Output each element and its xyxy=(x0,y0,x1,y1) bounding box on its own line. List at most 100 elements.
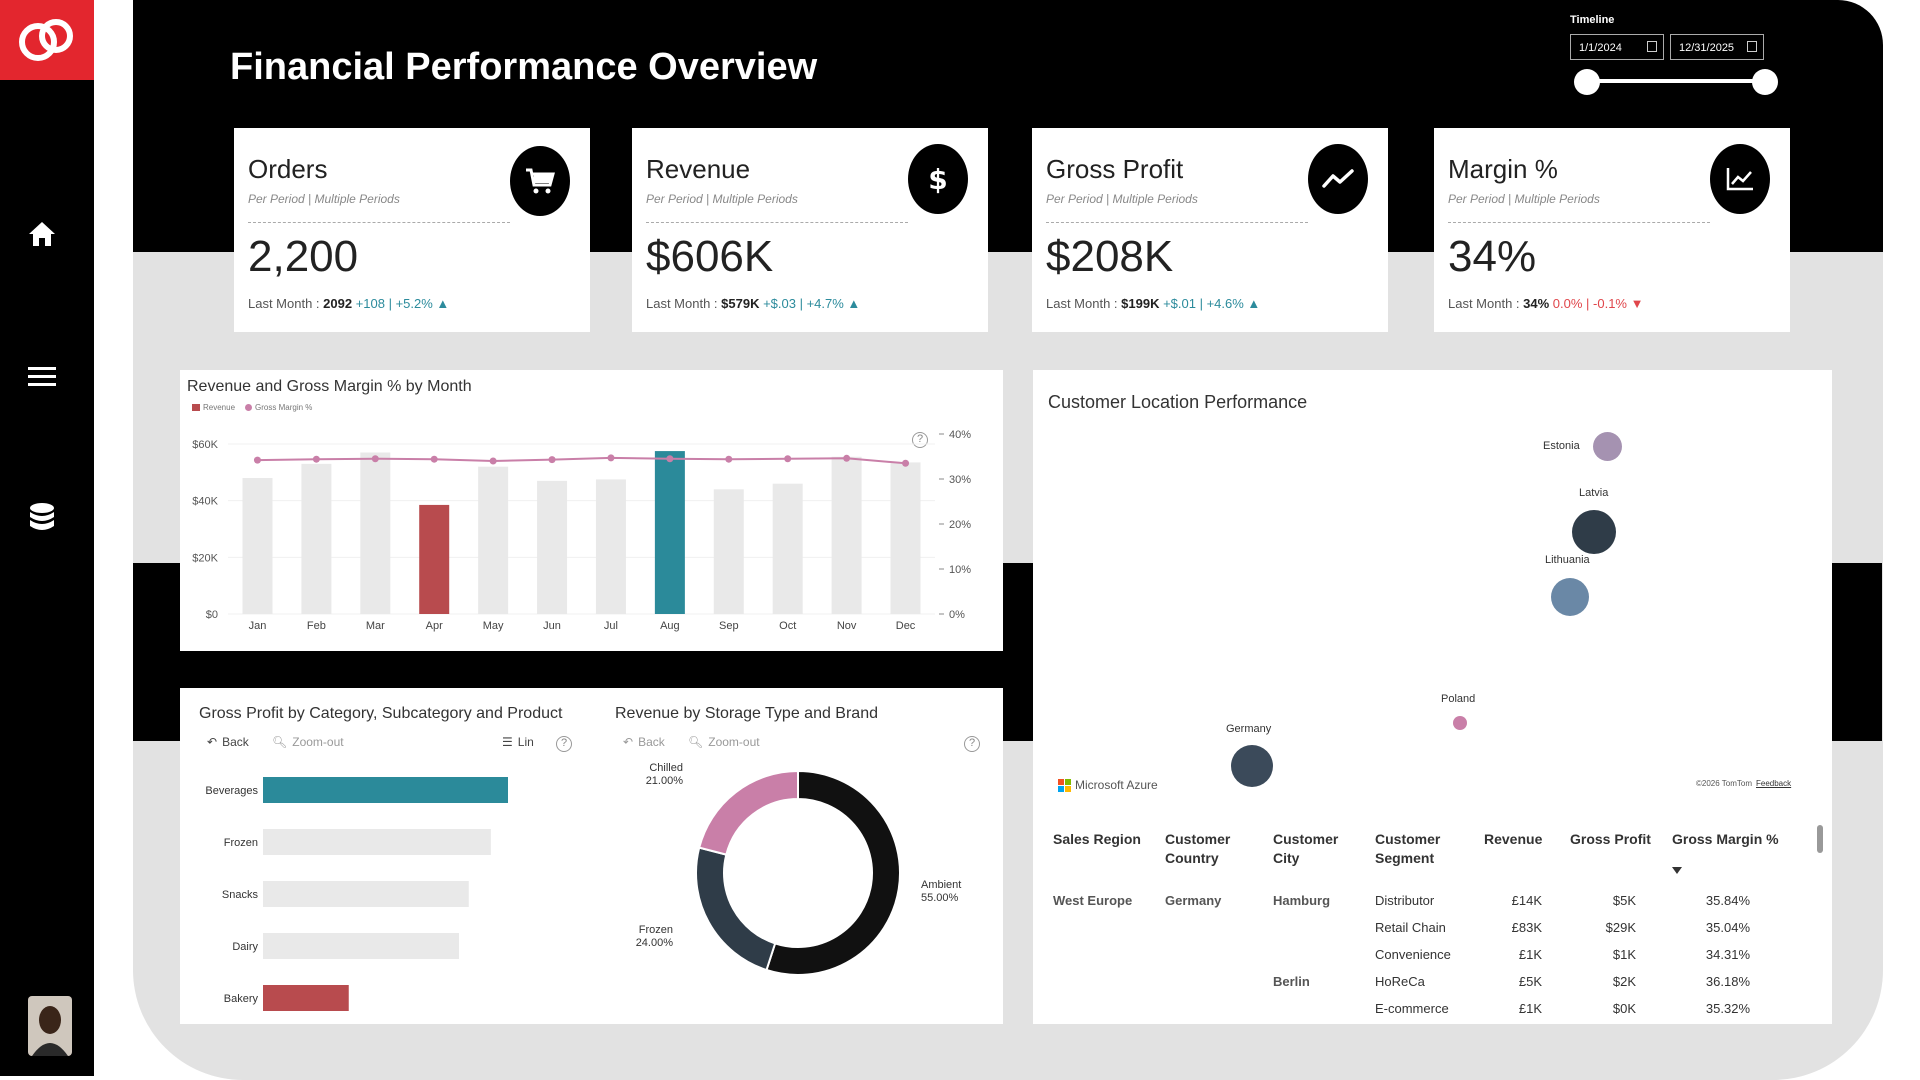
back-button[interactable]: ↶ Back xyxy=(207,735,249,749)
kpi-delta: +$.03 | +4.7% ▲ xyxy=(759,296,861,311)
table-cell-segment: E-commerce xyxy=(1375,1001,1449,1016)
menu-icon[interactable] xyxy=(22,356,62,396)
table-cell-revenue: £1K xyxy=(1518,1001,1542,1016)
zoom-out-icon: 🔍︎ xyxy=(688,735,704,749)
start-date-field[interactable]: 1/1/2024 xyxy=(1570,34,1664,60)
timeline-slider-track[interactable] xyxy=(1586,79,1764,83)
calendar-icon[interactable] xyxy=(1647,41,1657,52)
y-tick-label: $60K xyxy=(192,439,218,451)
start-date-value: 1/1/2024 xyxy=(1579,42,1622,54)
legend-item-revenue[interactable]: Revenue xyxy=(192,403,235,412)
help-icon[interactable]: ? xyxy=(556,736,572,752)
map-label-latvia: Latvia xyxy=(1579,487,1609,499)
back-arrow-icon: ↶ xyxy=(207,735,218,749)
table-cell-profit: $5K xyxy=(1612,893,1636,908)
legend-label: Revenue xyxy=(203,403,236,412)
divider xyxy=(248,222,510,223)
lin-button[interactable]: ☰ Lin xyxy=(502,735,534,749)
home-icon[interactable] xyxy=(22,214,62,254)
bar-frozen xyxy=(263,829,491,855)
last-month-label: Last Month : xyxy=(1046,296,1122,311)
kpi-comparison: Last Month : 34% 0.0% | -0.1% ▼ xyxy=(1448,296,1643,311)
table-header-gross-margin[interactable]: Gross Margin % xyxy=(1672,831,1779,847)
table-cell-revenue: £14K xyxy=(1511,893,1542,908)
back-label: Back xyxy=(222,735,249,749)
kpi-delta: +108 | +5.2% ▲ xyxy=(352,296,450,311)
lin-label: Lin xyxy=(517,735,534,749)
margin-point-sep xyxy=(725,455,733,463)
end-date-field[interactable]: 12/31/2025 xyxy=(1670,34,1764,60)
map-bubble-poland[interactable] xyxy=(1453,716,1467,730)
map-label-lithuania: Lithuania xyxy=(1545,554,1590,566)
chart-title: Revenue by Storage Type and Brand xyxy=(615,705,878,722)
customer-location-panel: Customer Location Performance xyxy=(1033,370,1832,1024)
margin-point-may xyxy=(489,457,497,465)
timeline-label: Timeline xyxy=(1570,14,1615,26)
logo[interactable] xyxy=(0,0,94,80)
sort-desc-icon[interactable] xyxy=(1672,867,1682,874)
timeline-start-handle[interactable] xyxy=(1574,69,1600,95)
table-header-sales-region[interactable]: Sales Region xyxy=(1053,831,1141,847)
table-cell-profit: $2K xyxy=(1612,974,1636,989)
bar-jun xyxy=(537,480,568,614)
kpi-delta: +$.01 | +4.6% ▲ xyxy=(1159,296,1261,311)
bar-snacks xyxy=(263,881,469,907)
last-month-label: Last Month : xyxy=(1448,296,1524,311)
avatar[interactable] xyxy=(28,996,72,1056)
table-header-customer-city[interactable]: Customer City xyxy=(1273,831,1339,866)
zoom-out-button[interactable]: 🔍︎ Zoom-out xyxy=(272,735,344,749)
map-bubble-germany[interactable] xyxy=(1231,745,1273,787)
last-month-label: Last Month : xyxy=(646,296,722,311)
chart-legend: Revenue Gross Margin % xyxy=(192,403,312,412)
zoom-out-button[interactable]: 🔍︎ Zoom-out xyxy=(688,735,760,749)
table-header-customer-country[interactable]: Customer Country xyxy=(1165,831,1231,866)
help-icon[interactable]: ? xyxy=(912,432,928,448)
category-label: Frozen xyxy=(224,837,258,849)
category-label: Dairy xyxy=(232,941,258,953)
table-header-revenue[interactable]: Revenue xyxy=(1484,831,1543,847)
map-bubble-lithuania[interactable] xyxy=(1551,578,1589,616)
kpi-card-gross-profit: Gross Profit Per Period | Multiple Perio… xyxy=(1032,128,1388,332)
x-tick-label: Dec xyxy=(896,620,916,632)
table-cell-country: Germany xyxy=(1165,893,1222,908)
y-tick-label: $40K xyxy=(192,496,218,508)
margin-point-jan xyxy=(253,456,261,464)
margin-point-aug xyxy=(666,455,674,463)
bottom-charts-panel: Gross Profit by Category, Subcategory an… xyxy=(180,688,1003,1024)
database-icon[interactable] xyxy=(22,498,62,538)
margin-point-mar xyxy=(371,455,379,463)
map-bubble-latvia[interactable] xyxy=(1572,510,1616,554)
kpi-comparison: Last Month : $579K +$.03 | +4.7% ▲ xyxy=(646,296,860,311)
back-button[interactable]: ↶ Back xyxy=(623,735,665,749)
map-bubble-estonia[interactable] xyxy=(1593,432,1622,461)
y-tick-label: $0 xyxy=(206,609,218,621)
margin-point-jun xyxy=(548,456,556,464)
margin-point-jul xyxy=(607,454,615,462)
divider xyxy=(1046,222,1308,223)
help-icon[interactable]: ? xyxy=(964,736,980,752)
category-label: Bakery xyxy=(224,993,259,1005)
table-header-customer-segment[interactable]: Customer Segment xyxy=(1375,831,1441,866)
x-tick-label: Oct xyxy=(779,620,796,632)
table-header-gross-profit[interactable]: Gross Profit xyxy=(1570,831,1651,847)
kpi-subtitle: Per Period | Multiple Periods xyxy=(1046,192,1198,206)
table-cell-segment: Convenience xyxy=(1375,947,1451,962)
kpi-subtitle: Per Period | Multiple Periods xyxy=(646,192,798,206)
last-month-value: $579K xyxy=(721,296,760,311)
table-scrollbar[interactable] xyxy=(1817,825,1823,853)
timeline-end-handle[interactable] xyxy=(1752,69,1778,95)
zoom-out-label: Zoom-out xyxy=(708,735,760,749)
back-arrow-icon: ↶ xyxy=(623,735,634,749)
map-label-poland: Poland xyxy=(1441,693,1476,705)
table-cell-city: Berlin xyxy=(1273,974,1310,989)
slice-value: 24.00% xyxy=(636,937,674,949)
gross-profit-bar-chart: Beverages Frozen Snacks Dairy Bakery xyxy=(205,777,508,1011)
legend-item-margin[interactable]: Gross Margin % xyxy=(245,403,312,412)
x-tick-label: Jun xyxy=(543,620,561,632)
microsoft-logo-icon xyxy=(1058,778,1071,792)
zoom-out-label: Zoom-out xyxy=(292,735,344,749)
logo-icon xyxy=(19,19,73,61)
table-cell-margin: 35.84% xyxy=(1705,893,1750,908)
calendar-icon[interactable] xyxy=(1747,41,1757,52)
feedback-link[interactable]: Feedback xyxy=(1756,779,1792,788)
